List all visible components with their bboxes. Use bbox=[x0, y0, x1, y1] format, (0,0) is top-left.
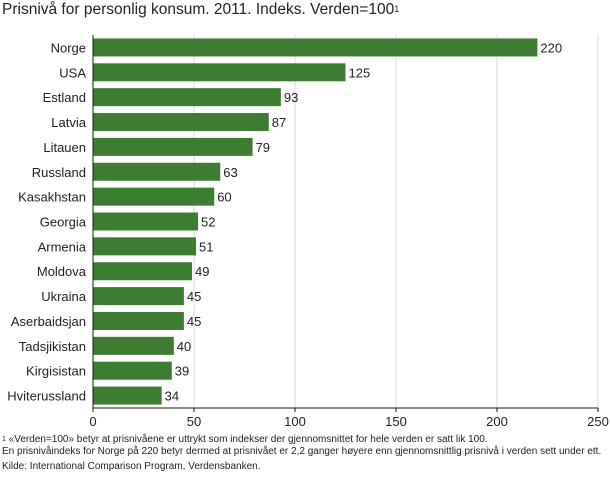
category-label-7: Georgia bbox=[40, 215, 87, 230]
footnotes: 1 «Verden=100» betyr at prisnivåene er u… bbox=[2, 434, 602, 473]
bar-3 bbox=[93, 113, 269, 132]
bar-6 bbox=[93, 187, 215, 206]
value-label-6: 60 bbox=[217, 190, 231, 205]
value-label-0: 220 bbox=[540, 40, 562, 55]
footnote-1-marker: 1 bbox=[2, 436, 6, 443]
category-label-5: Russland bbox=[32, 165, 86, 180]
bar-10 bbox=[93, 287, 184, 306]
bar-9 bbox=[93, 262, 192, 281]
x-tick-label-2: 100 bbox=[284, 414, 306, 429]
bar-12 bbox=[93, 336, 174, 355]
category-label-4: Litauen bbox=[43, 140, 86, 155]
value-label-13: 39 bbox=[175, 364, 189, 379]
category-label-6: Kasakhstan bbox=[18, 190, 86, 205]
footnote-1: 1 «Verden=100» betyr at prisnivåene er u… bbox=[2, 434, 602, 446]
value-label-1: 125 bbox=[349, 65, 371, 80]
bar-11 bbox=[93, 311, 184, 330]
footnote-1-line-1: «Verden=100» betyr at prisnivåene er utt… bbox=[5, 434, 488, 445]
value-label-11: 45 bbox=[187, 314, 201, 329]
chart-title-text: Prisnivå for personlig konsum. 2011. Ind… bbox=[2, 1, 395, 18]
x-tick-label-3: 150 bbox=[385, 414, 407, 429]
value-label-12: 40 bbox=[177, 339, 191, 354]
category-label-1: USA bbox=[59, 65, 86, 80]
category-label-3: Latvia bbox=[51, 115, 86, 130]
footnote-1-line-2: En prisnivåindeks for Norge på 220 betyr… bbox=[2, 445, 602, 457]
category-label-14: Hviterussland bbox=[7, 389, 86, 404]
category-label-12: Tadsjikistan bbox=[19, 339, 86, 354]
bar-14 bbox=[93, 386, 162, 405]
bar-13 bbox=[93, 361, 172, 380]
chart-title: Prisnivå for personlig konsum. 2011. Ind… bbox=[2, 0, 399, 20]
category-label-9: Moldova bbox=[37, 264, 87, 279]
value-label-4: 79 bbox=[256, 140, 270, 155]
x-tick-label-5: 250 bbox=[587, 414, 609, 429]
category-label-2: Estland bbox=[43, 90, 86, 105]
category-label-10: Ukraina bbox=[41, 289, 87, 304]
bar-2 bbox=[93, 88, 281, 107]
value-label-9: 49 bbox=[195, 264, 209, 279]
category-label-8: Armenia bbox=[38, 239, 87, 254]
value-label-8: 51 bbox=[199, 239, 213, 254]
title-footnote-marker: 1 bbox=[394, 4, 400, 14]
value-label-2: 93 bbox=[284, 90, 298, 105]
bar-4 bbox=[93, 137, 253, 156]
bar-5 bbox=[93, 162, 221, 181]
value-label-10: 45 bbox=[187, 289, 201, 304]
value-label-3: 87 bbox=[272, 115, 286, 130]
category-label-0: Norge bbox=[51, 40, 86, 55]
bar-7 bbox=[93, 212, 199, 231]
bar-0 bbox=[93, 38, 538, 57]
category-label-13: Kirgisistan bbox=[26, 364, 86, 379]
value-label-5: 63 bbox=[223, 165, 237, 180]
x-tick-label-4: 200 bbox=[486, 414, 508, 429]
x-tick-label-1: 50 bbox=[187, 414, 201, 429]
bar-chart: 220 Norge 125 USA 93 Estland 87 Latvia 79 Litauen… bbox=[7, 35, 609, 429]
value-label-7: 52 bbox=[201, 215, 215, 230]
value-label-14: 34 bbox=[165, 389, 179, 404]
x-tick-label-0: 0 bbox=[89, 414, 96, 429]
category-label-11: Aserbaidsjan bbox=[11, 314, 86, 329]
bar-1 bbox=[93, 63, 346, 82]
bar-8 bbox=[93, 237, 197, 256]
source-note: Kilde: International Comparison Program,… bbox=[2, 461, 261, 472]
